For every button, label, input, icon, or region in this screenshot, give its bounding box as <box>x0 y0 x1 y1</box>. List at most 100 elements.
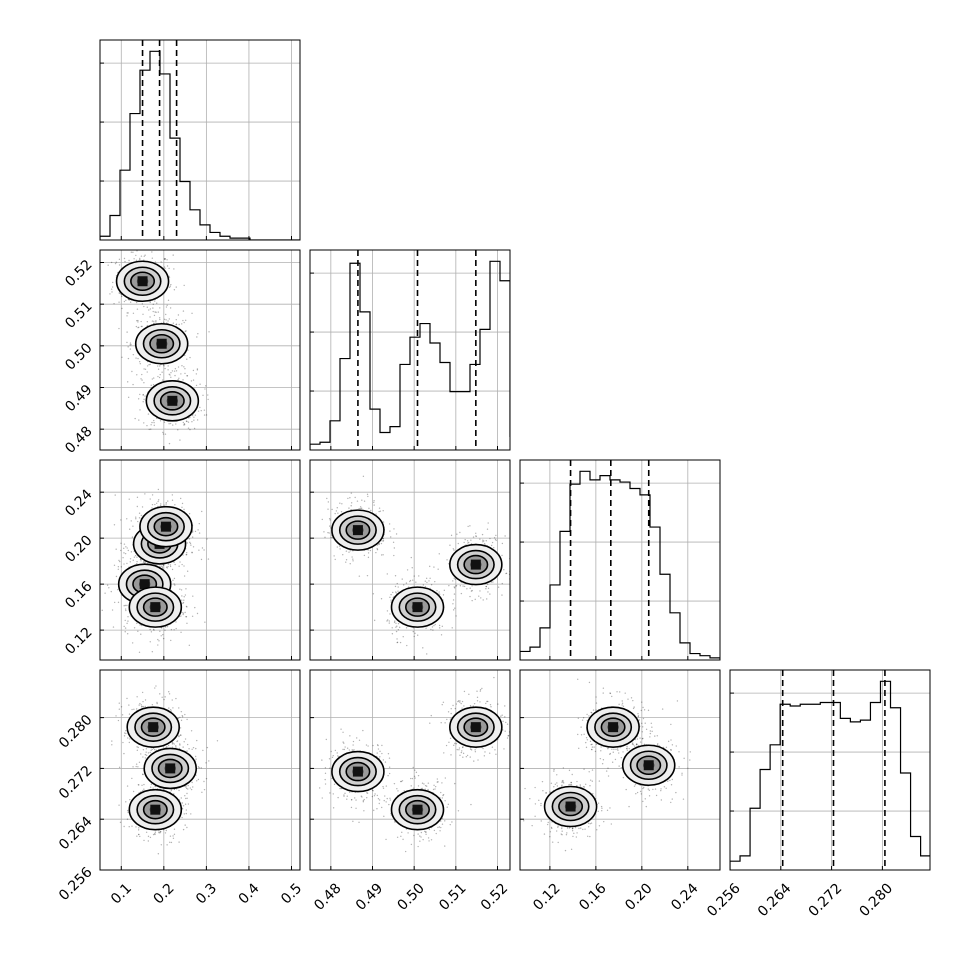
sample-point <box>380 542 383 545</box>
sample-point <box>486 598 488 600</box>
sample-point <box>378 510 380 513</box>
sample-point <box>386 573 388 575</box>
sample-point <box>159 373 161 376</box>
sample-point <box>167 563 170 565</box>
sample-point <box>166 844 168 846</box>
sample-point <box>192 786 194 788</box>
sample-point <box>397 586 399 588</box>
sample-point <box>133 258 135 260</box>
sample-point <box>175 697 177 700</box>
sample-point <box>150 631 153 633</box>
sample-point <box>111 609 114 611</box>
sample-point <box>418 575 420 577</box>
sample-point <box>351 749 353 751</box>
sample-point <box>404 850 407 853</box>
sample-point <box>123 625 125 628</box>
sample-point <box>131 370 133 373</box>
sample-point <box>138 833 140 836</box>
sample-point <box>120 519 122 521</box>
sample-point <box>199 406 201 409</box>
sample-point <box>205 385 207 387</box>
sample-point <box>166 625 169 628</box>
sample-point <box>174 563 176 566</box>
sample-point <box>470 539 472 541</box>
sample-point <box>350 799 353 801</box>
sample-point <box>141 705 143 708</box>
sample-point <box>437 826 439 829</box>
histogram-step-2 <box>520 470 720 660</box>
sample-point <box>143 255 145 257</box>
sample-point <box>151 421 153 424</box>
sample-point <box>180 719 183 722</box>
sample-point <box>170 710 172 712</box>
sample-point <box>141 706 143 708</box>
sample-point <box>173 833 176 836</box>
sample-point <box>191 615 194 617</box>
histogram-step-1 <box>310 260 510 450</box>
sample-point <box>409 579 412 582</box>
sample-point <box>182 379 184 381</box>
sample-point <box>162 433 165 435</box>
sample-point <box>184 824 186 826</box>
sample-point <box>141 784 143 787</box>
sample-point <box>169 374 171 376</box>
sample-point <box>132 243 133 244</box>
sample-point <box>394 585 397 588</box>
sample-point <box>123 825 125 828</box>
sample-point <box>203 780 205 783</box>
sample-point <box>350 505 352 507</box>
sample-point <box>439 830 441 832</box>
sample-point <box>493 537 496 539</box>
sample-point <box>126 312 128 314</box>
sample-point <box>185 787 188 790</box>
sample-point <box>326 497 328 500</box>
sample-point <box>131 708 133 711</box>
sample-point <box>132 525 134 527</box>
sample-point <box>170 639 172 642</box>
sample-point <box>123 543 126 545</box>
sample-point <box>155 246 156 247</box>
sample-point <box>175 318 177 321</box>
sample-point <box>127 737 129 739</box>
sample-point <box>164 832 167 834</box>
sample-point <box>185 330 187 332</box>
sample-point <box>368 507 370 510</box>
sample-point <box>113 601 116 604</box>
sample-point <box>329 767 331 769</box>
sample-point <box>162 637 165 640</box>
sample-point <box>401 780 404 782</box>
sample-point <box>206 538 208 540</box>
sample-point <box>191 748 193 750</box>
sample-point <box>179 588 181 590</box>
sample-point <box>143 398 145 401</box>
sample-point <box>413 635 415 638</box>
sample-point <box>183 423 186 425</box>
sample-point <box>135 301 138 304</box>
sample-point <box>483 540 485 542</box>
sample-point <box>428 840 430 842</box>
sample-point <box>449 823 451 826</box>
sample-point <box>121 356 123 358</box>
sample-point <box>177 429 179 431</box>
sample-point <box>163 698 165 701</box>
sample-point <box>119 560 121 563</box>
sample-point <box>184 803 187 805</box>
sample-point <box>384 761 387 763</box>
density-peak <box>352 525 363 536</box>
sample-point <box>382 554 384 556</box>
sample-point <box>187 349 189 351</box>
sample-point <box>147 840 150 842</box>
sample-point <box>331 508 333 511</box>
sample-point <box>175 621 177 623</box>
sample-point <box>207 398 209 401</box>
sample-point <box>164 696 166 698</box>
sample-point <box>170 376 172 379</box>
sample-point <box>200 767 202 769</box>
sample-point <box>350 806 353 809</box>
sample-point <box>352 560 354 562</box>
sample-point <box>388 757 391 759</box>
sample-point <box>186 570 189 572</box>
sample-point <box>147 835 150 838</box>
sample-point <box>366 792 369 794</box>
